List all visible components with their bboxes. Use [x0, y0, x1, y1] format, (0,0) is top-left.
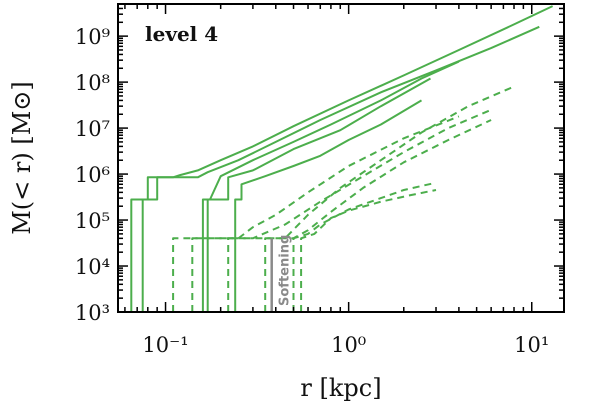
y-axis-title: M(< r) [M⊙] — [8, 81, 36, 235]
y-tick-label-2: 10⁵ — [75, 209, 110, 233]
dashed-profile-line-11 — [300, 189, 437, 312]
y-tick-label-4: 10⁷ — [75, 117, 110, 141]
solid-profile-line-4 — [206, 77, 431, 312]
x-tick-label-2: 10¹ — [514, 333, 549, 357]
y-tick-label-1: 10⁴ — [75, 255, 110, 279]
y-tick-label-6: 10⁹ — [75, 25, 110, 49]
series-layer — [130, 5, 554, 312]
dashed-profile-line-8 — [227, 115, 460, 312]
solid-profile-line-1 — [130, 5, 554, 312]
dashed-profile-line-10 — [292, 181, 437, 312]
y-tick-label-3: 10⁶ — [75, 163, 110, 187]
dashed-profile-line-6 — [172, 119, 492, 312]
plot-frame — [117, 3, 565, 313]
x-tick-label-0: 10⁻¹ — [142, 333, 188, 357]
solid-profile-line-2 — [141, 25, 540, 312]
y-tick-label-0: 10³ — [75, 301, 110, 325]
panel-label: level 4 — [145, 22, 218, 46]
dashed-profile-line-7 — [191, 108, 492, 312]
x-tick-label-1: 10⁰ — [331, 333, 366, 357]
softening-layer: Softening — [270, 235, 293, 312]
y-tick-label-5: 10⁸ — [75, 71, 110, 95]
softening-label: Softening — [278, 235, 293, 306]
tick-layer: 10⁻¹ 10⁰ 10¹ 10³ 10⁴ 10⁵ 10⁶ 10⁷ 10⁸ 10⁹ — [75, 3, 564, 357]
x-axis-title: r [kpc] — [300, 374, 381, 402]
solid-profile-line-3 — [201, 60, 460, 312]
dashed-profile-line-9 — [264, 85, 515, 312]
solid-profile-line-5 — [234, 99, 423, 312]
